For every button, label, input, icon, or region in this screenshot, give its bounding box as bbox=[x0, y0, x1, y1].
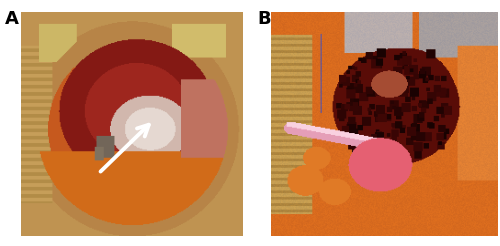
Text: A: A bbox=[5, 10, 19, 28]
Text: B: B bbox=[258, 10, 271, 28]
